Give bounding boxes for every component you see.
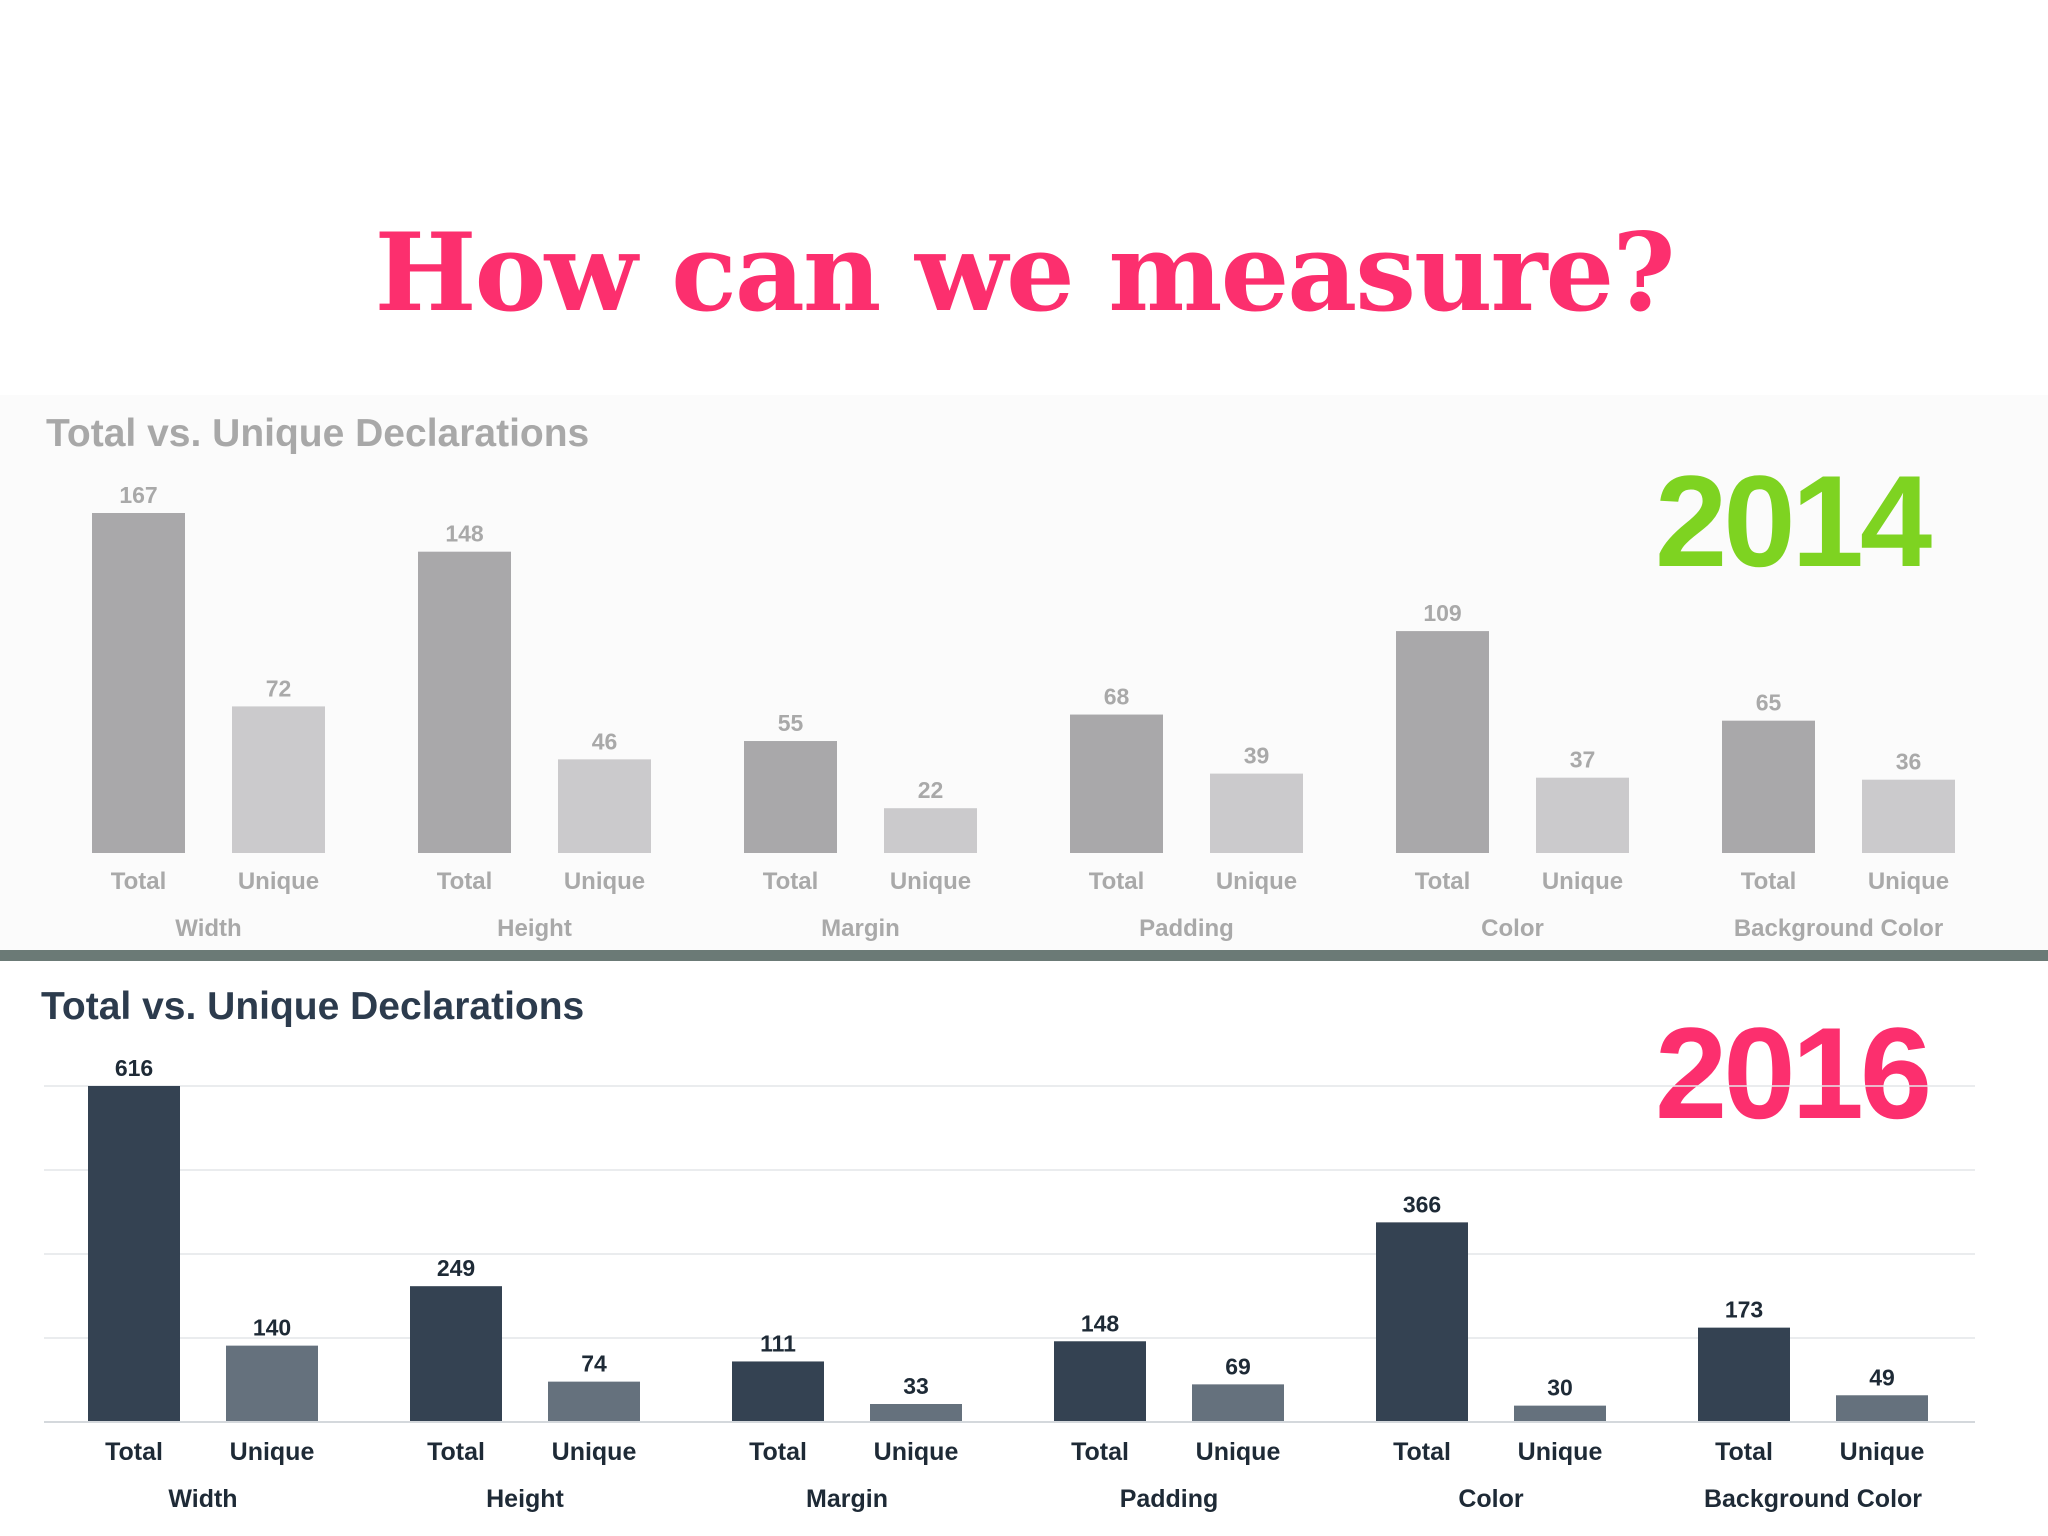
value-label: 148 bbox=[445, 521, 484, 547]
bar-padding-unique bbox=[1192, 1384, 1284, 1422]
bar-background-color-unique bbox=[1862, 779, 1955, 853]
bar-type-label: Total bbox=[1715, 1438, 1773, 1466]
chart-2016-title: Total vs. Unique Declarations bbox=[41, 985, 585, 1028]
bar-type-label: Total bbox=[763, 868, 819, 895]
bar-color-unique bbox=[1514, 1405, 1606, 1422]
value-label: 74 bbox=[581, 1351, 607, 1377]
value-label: 30 bbox=[1547, 1375, 1573, 1401]
category-label: Width bbox=[175, 915, 241, 942]
category-label: Background Color bbox=[1704, 1485, 1922, 1513]
value-label: 72 bbox=[266, 675, 292, 701]
bar-type-label: Total bbox=[1741, 868, 1797, 895]
bar-type-label: Unique bbox=[230, 1438, 315, 1466]
bar-height-total bbox=[410, 1286, 502, 1422]
value-label: 111 bbox=[760, 1330, 796, 1356]
bar-type-label: Total bbox=[1071, 1438, 1129, 1466]
value-label: 65 bbox=[1756, 690, 1782, 716]
bar-type-label: Total bbox=[111, 868, 167, 895]
category-label: Background Color bbox=[1734, 915, 1943, 942]
bar-height-unique bbox=[548, 1381, 640, 1422]
bar-type-label: Unique bbox=[874, 1438, 959, 1466]
value-label: 148 bbox=[1081, 1310, 1120, 1336]
category-label: Color bbox=[1481, 915, 1544, 942]
chart-2014-title: Total vs. Unique Declarations bbox=[46, 412, 590, 455]
value-label: 37 bbox=[1570, 747, 1596, 773]
bar-type-label: Unique bbox=[1868, 868, 1949, 895]
value-label: 68 bbox=[1104, 684, 1130, 710]
value-label: 167 bbox=[119, 482, 157, 508]
bar-type-label: Unique bbox=[890, 868, 971, 895]
bar-color-total bbox=[1376, 1222, 1468, 1422]
bar-type-label: Unique bbox=[1542, 868, 1623, 895]
bar-background-color-total bbox=[1698, 1327, 1790, 1422]
value-label: 69 bbox=[1225, 1353, 1251, 1379]
value-label: 616 bbox=[115, 1055, 153, 1081]
slide-title: How can we measure? bbox=[374, 210, 1676, 336]
bar-margin-unique bbox=[870, 1404, 962, 1422]
bar-background-color-total bbox=[1722, 720, 1815, 853]
bar-margin-total bbox=[744, 741, 837, 853]
bar-type-label: Total bbox=[1393, 1438, 1451, 1466]
bar-height-unique bbox=[558, 759, 651, 853]
bar-width-unique bbox=[226, 1345, 318, 1422]
bar-type-label: Unique bbox=[238, 868, 319, 895]
value-label: 173 bbox=[1725, 1297, 1763, 1323]
value-label: 39 bbox=[1244, 743, 1270, 769]
bar-type-label: Total bbox=[437, 868, 493, 895]
year-2016-label: 2016 bbox=[1655, 1000, 1932, 1146]
bar-padding-total bbox=[1054, 1341, 1146, 1422]
category-label: Padding bbox=[1139, 915, 1234, 942]
bar-width-total bbox=[92, 513, 185, 853]
year-2014-label: 2014 bbox=[1655, 448, 1932, 594]
bar-type-label: Unique bbox=[1518, 1438, 1603, 1466]
value-label: 22 bbox=[918, 777, 944, 803]
bar-chart-2016: 616 Total 140 Unique Width 249 Total 74 Unique He… bbox=[44, 1055, 1975, 1513]
bar-margin-unique bbox=[884, 808, 977, 853]
bar-type-label: Unique bbox=[1196, 1438, 1281, 1466]
value-label: 49 bbox=[1869, 1364, 1895, 1390]
bar-type-label: Unique bbox=[564, 868, 645, 895]
bar-padding-unique bbox=[1210, 773, 1303, 853]
category-label: Height bbox=[486, 1485, 564, 1513]
bar-height-total bbox=[418, 551, 511, 853]
category-label: Color bbox=[1458, 1485, 1524, 1513]
value-label: 140 bbox=[253, 1315, 291, 1341]
value-label: 109 bbox=[1423, 600, 1461, 626]
bar-chart-2014: 167 Total 72 Unique Width 148 Total 46 Unique Hei… bbox=[92, 482, 1955, 942]
category-label: Margin bbox=[806, 1485, 888, 1513]
bar-width-total bbox=[88, 1086, 180, 1422]
value-label: 36 bbox=[1896, 749, 1922, 775]
bar-color-unique bbox=[1536, 777, 1629, 853]
category-label: Padding bbox=[1120, 1485, 1219, 1513]
bar-type-label: Total bbox=[1415, 868, 1471, 895]
bar-type-label: Unique bbox=[552, 1438, 637, 1466]
bar-margin-total bbox=[732, 1361, 824, 1422]
bar-type-label: Total bbox=[1089, 868, 1145, 895]
category-label: Width bbox=[168, 1485, 237, 1513]
bar-type-label: Total bbox=[105, 1438, 163, 1466]
value-label: 249 bbox=[437, 1255, 475, 1281]
bar-type-label: Unique bbox=[1216, 868, 1297, 895]
chart-2016-panel bbox=[0, 961, 2048, 1536]
value-label: 33 bbox=[903, 1373, 929, 1399]
value-label: 46 bbox=[592, 728, 618, 754]
bar-width-unique bbox=[232, 706, 325, 853]
chart-2014-panel bbox=[0, 395, 2048, 950]
bar-type-label: Total bbox=[427, 1438, 485, 1466]
bar-padding-total bbox=[1070, 714, 1163, 853]
bar-type-label: Unique bbox=[1840, 1438, 1925, 1466]
section-divider bbox=[0, 950, 2048, 961]
bar-background-color-unique bbox=[1836, 1395, 1928, 1422]
bar-color-total bbox=[1396, 631, 1489, 853]
value-label: 366 bbox=[1403, 1191, 1441, 1217]
bar-type-label: Total bbox=[749, 1438, 807, 1466]
category-label: Margin bbox=[821, 915, 900, 942]
value-label: 55 bbox=[778, 710, 804, 736]
category-label: Height bbox=[497, 915, 572, 942]
